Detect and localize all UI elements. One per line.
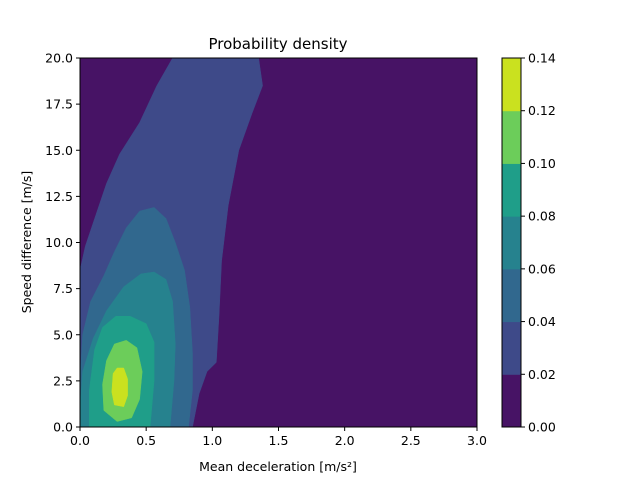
contour-level-6 [111,367,128,407]
colorbar-tick-label: 0.10 [528,156,556,171]
colorbar-band-6 [502,58,521,112]
colorbar-tick-label: 0.00 [528,420,556,435]
colorbar-bands [502,58,521,428]
colorbar-tick-label: 0.14 [528,51,556,66]
x-tick-label: 1.5 [269,433,289,448]
colorbar-band-4 [502,163,521,217]
y-tick-label: 5.0 [53,327,73,342]
colorbar-frame [501,57,522,428]
x-tick-label: 1.0 [202,433,222,448]
colorbar-tick-label: 0.08 [528,209,556,224]
y-tick-label: 0.0 [53,420,73,435]
colorbar-band-5 [502,110,521,164]
y-tick-label: 15.0 [45,143,73,158]
colorbar-band-3 [502,216,521,270]
colorbar-ticks: 0.00 0.02 0.04 0.06 0.08 0.10 0.12 0.14 [521,51,556,435]
x-tick-label: 0.0 [70,433,90,448]
colorbar-tick-label: 0.02 [528,367,556,382]
chart-title: Probability density [208,35,347,53]
y-tick-label: 17.5 [45,97,73,112]
colorbar-band-2 [502,268,521,323]
y-tick-label: 10.0 [45,235,73,250]
colorbar: 0.00 0.02 0.04 0.06 0.08 0.10 0.12 0.14 [501,51,556,435]
x-tick-label: 2.0 [335,433,355,448]
y-tick-label: 2.5 [53,373,73,388]
x-axis-label: Mean deceleration [m/s²] [199,459,357,474]
y-axis: 0.0 2.5 5.0 7.5 10.0 12.5 15.0 17.5 20.0 [45,51,80,435]
y-tick-label: 20.0 [45,51,73,66]
x-tick-label: 0.5 [136,433,156,448]
x-axis: 0.0 0.5 1.0 1.5 2.0 2.5 3.0 [70,427,487,448]
colorbar-band-0 [502,374,521,428]
plot-area [79,57,478,428]
y-tick-label: 7.5 [53,281,73,296]
x-tick-label: 2.5 [401,433,421,448]
y-axis-label: Speed difference [m/s] [19,171,34,314]
colorbar-band-1 [502,321,521,375]
colorbar-tick-label: 0.12 [528,103,556,118]
colorbar-tick-label: 0.04 [528,314,556,329]
colorbar-tick-label: 0.06 [528,261,556,276]
y-tick-label: 12.5 [45,189,73,204]
x-tick-label: 3.0 [467,433,487,448]
contour-regions [79,57,477,428]
